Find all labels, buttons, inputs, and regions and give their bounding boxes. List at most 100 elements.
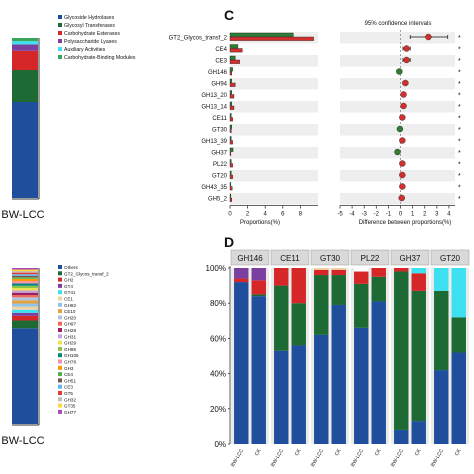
legend-top-label: Glycoside Hydrolases [64, 15, 115, 21]
stacked-segment [274, 268, 289, 286]
proportion-bar [229, 82, 236, 87]
significance-marker: * [458, 139, 461, 146]
legend-top-swatch [58, 15, 62, 19]
significance-marker: * [458, 93, 461, 100]
legend-bottom-swatch [58, 302, 62, 307]
legend-bottom-swatch [58, 372, 62, 377]
stack-bottom-segment [12, 297, 38, 301]
stacked-segment [371, 301, 386, 444]
ci-chart-title: 95% confidence intervals [365, 21, 432, 27]
proportion-bar [229, 163, 233, 168]
ci-tick-label: 0 [399, 212, 403, 218]
significance-marker: * [458, 81, 461, 88]
proportion-bar [229, 170, 232, 175]
stacked-segment [394, 429, 409, 444]
proportion-bar [229, 113, 232, 118]
facet-header-label: GT20 [440, 254, 461, 263]
legend-bottom-label: GH105 [64, 353, 79, 358]
ci-point [394, 148, 401, 156]
legend-bottom-label: GH31 [64, 334, 76, 339]
category-label: CE11 [212, 116, 227, 122]
legend-top-swatch [58, 31, 62, 35]
stack-top-segment [12, 44, 38, 51]
bar-x-label: CK [414, 447, 423, 457]
legend-bottom-label: GH78 [64, 360, 76, 365]
ci-point [399, 160, 406, 167]
stacked-segment [411, 290, 426, 422]
bar-x-label: CK [334, 447, 343, 457]
significance-marker: * [458, 35, 461, 42]
difference-xlabel: Difference between proportions(%) [359, 220, 452, 226]
stacked-segment [291, 268, 306, 304]
category-label: GT30 [212, 128, 228, 134]
significance-marker: * [458, 127, 461, 134]
legend-bottom-label: GH92 [64, 303, 76, 308]
chart-marks-layer: Glycoside Hydrolases Glycosyl Transferase… [12, 15, 470, 468]
stack-bottom-segment [12, 312, 38, 316]
legend-bottom-label: GH97 [64, 322, 76, 327]
legend-bottom-swatch [58, 321, 62, 326]
proportion-tick-label: 2 [246, 212, 250, 218]
stacked-segment [354, 271, 369, 284]
stacked-segment [411, 421, 426, 444]
legend-bottom-swatch [58, 384, 62, 389]
stacked-segment [314, 334, 329, 444]
stacked-segment [314, 275, 329, 335]
stacked-segment [274, 350, 289, 444]
stack-bottom-segment [12, 285, 38, 289]
row-band [230, 101, 318, 113]
significance-marker: * [458, 47, 461, 54]
stacked-segment [234, 282, 249, 444]
ci-point [425, 33, 432, 41]
category-label: GH43_35 [201, 185, 227, 191]
legend-bottom-label: GH20 [64, 315, 76, 320]
facet-header [390, 249, 430, 266]
stacked-segment [314, 269, 329, 276]
proportion-bar [229, 117, 233, 122]
stack-top-segment [12, 50, 38, 70]
category-label: GH5_2 [208, 197, 228, 203]
legend-top-label: Carbohydrate Esterases [64, 31, 120, 37]
ci-tick-label: 3 [435, 212, 439, 218]
stacked-segment [291, 345, 306, 444]
legend-bottom-label: CE3 [64, 385, 73, 390]
category-label: GT2_Glycos_transf_2 [169, 36, 228, 42]
stacked-segment [451, 268, 466, 318]
legend-bottom-swatch [58, 391, 62, 395]
ci-point [398, 194, 405, 202]
stacked-segment [394, 268, 409, 272]
legend-top-swatch [58, 55, 62, 59]
legend-bottom-swatch [58, 283, 62, 288]
stacked-segment [251, 294, 266, 297]
stack-top-segment [12, 70, 38, 102]
category-label: GT20 [212, 174, 228, 180]
legend-bottom-label: GT2_Glycos_transf_2 [64, 271, 109, 276]
facet-header-label: PL22 [361, 254, 380, 263]
legend-bottom-swatch [58, 340, 62, 345]
proportion-bar [229, 174, 233, 179]
stack-top-segment [12, 38, 38, 42]
stack-bottom-segment [12, 281, 38, 284]
ci-point [400, 91, 407, 98]
stacked-segment [331, 268, 346, 270]
legend-bottom-swatch [58, 409, 62, 414]
ci-tick-label: -1 [386, 212, 392, 218]
proportion-bar [229, 90, 232, 95]
stack-bottom-segment [12, 303, 38, 307]
bar-x-label: CK [254, 447, 263, 457]
significance-marker: * [458, 116, 461, 123]
legend-bottom-label: GH3 [64, 366, 74, 371]
bar-x-label: BW-LCC [390, 448, 405, 468]
legend-bottom-swatch [58, 265, 62, 269]
category-label: GH13_39 [201, 139, 227, 145]
stacked-segment [331, 269, 346, 276]
facet-header [350, 249, 390, 266]
category-label: GH13_14 [201, 105, 227, 111]
significance-marker: * [458, 185, 461, 192]
y-tick-label: 100% [206, 264, 226, 273]
stack-bottom-segment [12, 271, 38, 273]
ci-point [396, 125, 404, 133]
proportion-bar [229, 67, 233, 72]
ci-point [396, 68, 403, 75]
proportion-bar [229, 48, 243, 53]
